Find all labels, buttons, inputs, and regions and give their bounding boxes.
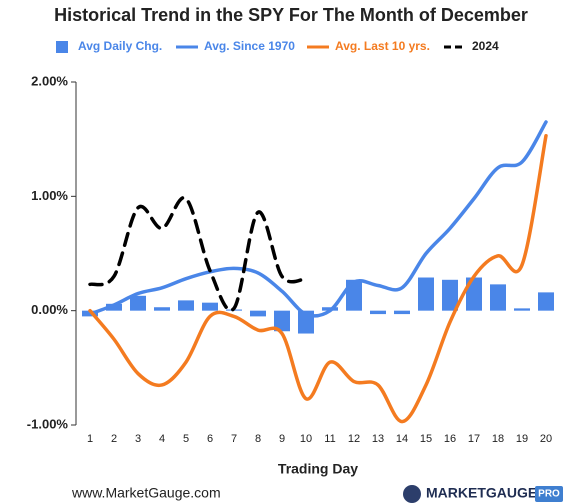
x-tick-label: 7 bbox=[231, 433, 237, 445]
x-tick-label: 2 bbox=[111, 433, 117, 445]
bar bbox=[442, 279, 458, 311]
y-tick-label: 2.00% bbox=[31, 73, 68, 88]
bar bbox=[178, 300, 194, 311]
bar bbox=[106, 303, 122, 311]
line bbox=[88, 133, 548, 424]
logo-icon bbox=[403, 485, 421, 503]
x-tick-label: 18 bbox=[492, 433, 504, 445]
x-tick-label: 19 bbox=[516, 433, 528, 445]
y-tick-label: -1.00% bbox=[27, 416, 69, 431]
legend-swatch bbox=[56, 41, 68, 53]
bar bbox=[538, 292, 554, 311]
bar bbox=[514, 308, 530, 311]
legend-label: 2024 bbox=[472, 39, 499, 53]
x-tick-label: 9 bbox=[279, 433, 285, 445]
legend-label: Avg Daily Chg. bbox=[78, 39, 162, 53]
logo-text: MARKETGAUGE bbox=[426, 485, 537, 501]
y-tick-label: 0.00% bbox=[31, 302, 68, 317]
website: www.MarketGauge.com bbox=[71, 485, 221, 501]
x-axis-label: Trading Day bbox=[278, 461, 358, 477]
x-tick-label: 12 bbox=[348, 433, 360, 445]
x-tick-label: 3 bbox=[135, 433, 141, 445]
bar bbox=[490, 284, 506, 311]
line bbox=[88, 120, 548, 318]
x-tick-label: 20 bbox=[540, 433, 552, 445]
x-tick-label: 6 bbox=[207, 433, 213, 445]
x-tick-label: 16 bbox=[444, 433, 456, 445]
bar bbox=[202, 302, 218, 311]
x-tick-label: 15 bbox=[420, 433, 432, 445]
bar bbox=[418, 277, 434, 311]
logo-badge-bg bbox=[535, 486, 563, 502]
x-tick-label: 4 bbox=[159, 433, 165, 445]
bar bbox=[346, 279, 362, 311]
x-tick-label: 8 bbox=[255, 433, 261, 445]
x-tick-label: 5 bbox=[183, 433, 189, 445]
x-tick-label: 1 bbox=[87, 433, 93, 445]
logo-badge: PRO bbox=[538, 489, 560, 500]
logo: MARKETGAUGE PRO bbox=[403, 485, 563, 503]
x-tick-label: 14 bbox=[396, 433, 408, 445]
bar bbox=[274, 310, 290, 332]
chart-title: Historical Trend in the SPY For The Mont… bbox=[54, 5, 528, 25]
bar bbox=[394, 310, 410, 315]
x-tick-label: 17 bbox=[468, 433, 480, 445]
bar bbox=[130, 295, 146, 311]
dashed-line bbox=[88, 196, 308, 313]
y-tick-label: 1.00% bbox=[31, 188, 68, 203]
x-tick-label: 13 bbox=[372, 433, 384, 445]
bar bbox=[370, 310, 386, 315]
legend-label: Avg. Since 1970 bbox=[204, 39, 295, 53]
bar bbox=[250, 310, 266, 317]
x-tick-label: 10 bbox=[300, 433, 312, 445]
bar bbox=[154, 307, 170, 311]
bar bbox=[466, 277, 482, 311]
legend-label: Avg. Last 10 yrs. bbox=[335, 39, 430, 53]
x-tick-label: 11 bbox=[324, 433, 335, 445]
